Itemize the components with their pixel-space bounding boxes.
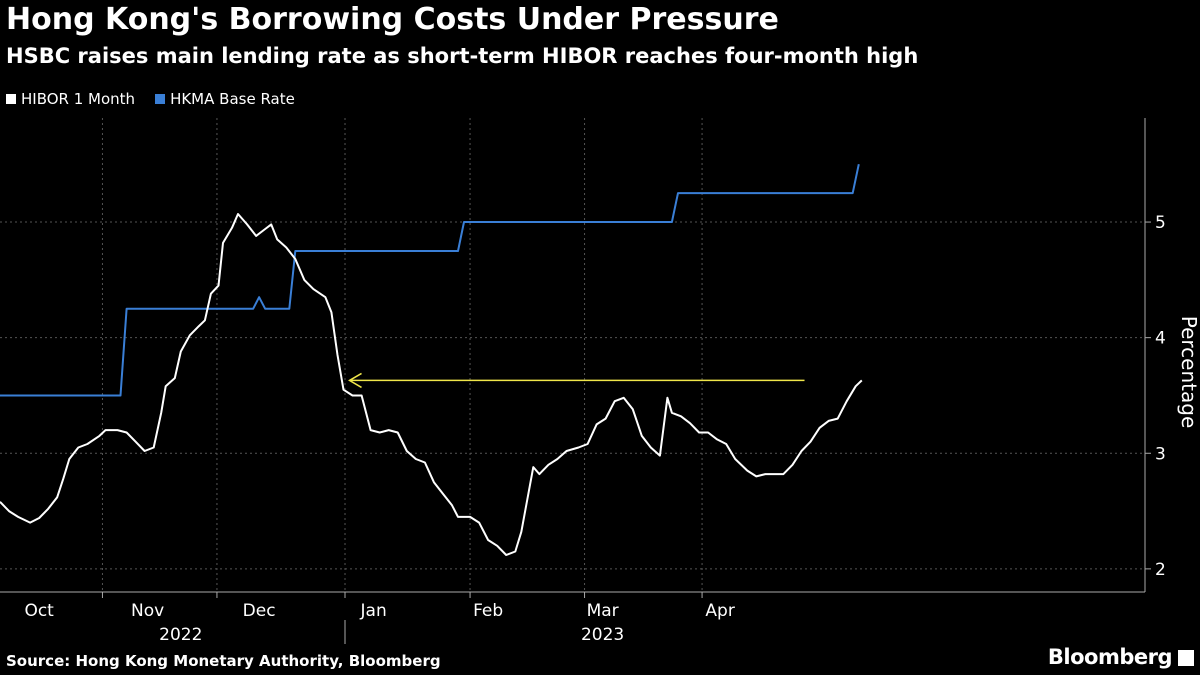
year-label-2022: 2022 (159, 625, 202, 645)
y-tick-label-5: 5 (1155, 213, 1166, 233)
bloomberg-mark-icon (1178, 650, 1194, 666)
legend: HIBOR 1 Month HKMA Base Rate (6, 90, 295, 108)
series-lines (0, 163, 863, 556)
y-tick-label-3: 3 (1155, 444, 1166, 464)
x-tick-label-nov: Nov (131, 601, 164, 621)
x-tick-label-jan: Jan (360, 601, 387, 621)
series-line-hibor-1-month (0, 213, 863, 556)
y-axis-label: Percentage (1177, 316, 1200, 429)
x-tick-label-apr: Apr (705, 601, 734, 621)
legend-swatch-hibor (6, 94, 16, 104)
y-axis: 2 3 4 5 (1144, 118, 1166, 592)
x-tick-label-feb: Feb (473, 601, 503, 621)
source-note: Source: Hong Kong Monetary Authority, Bl… (6, 652, 441, 670)
series-line-hkma-base-rate (0, 163, 860, 397)
x-axis: Oct Nov Dec Jan Feb Mar Apr 2022 2023 (0, 591, 1145, 645)
legend-label-hibor: HIBOR 1 Month (21, 90, 136, 108)
legend-swatch-base-rate (155, 94, 166, 104)
legend-item-base-rate: HKMA Base Rate (155, 90, 295, 108)
grid-lines (0, 118, 1145, 592)
x-tick-label-dec: Dec (243, 601, 276, 621)
y-tick-label-2: 2 (1155, 560, 1166, 580)
chart-subtitle: HSBC raises main lending rate as short-t… (6, 44, 919, 68)
x-tick-label-mar: Mar (587, 601, 619, 621)
bloomberg-logo: Bloomberg (1047, 645, 1173, 669)
legend-label-base-rate: HKMA Base Rate (170, 90, 295, 108)
annotation (348, 372, 805, 389)
x-tick-label-oct: Oct (24, 601, 54, 621)
y-tick-label-4: 4 (1155, 329, 1166, 349)
year-label-2023: 2023 (581, 625, 624, 645)
annotation-arrowhead (348, 372, 362, 389)
chart-title: Hong Kong's Borrowing Costs Under Pressu… (6, 2, 779, 37)
legend-item-hibor: HIBOR 1 Month (6, 90, 135, 108)
